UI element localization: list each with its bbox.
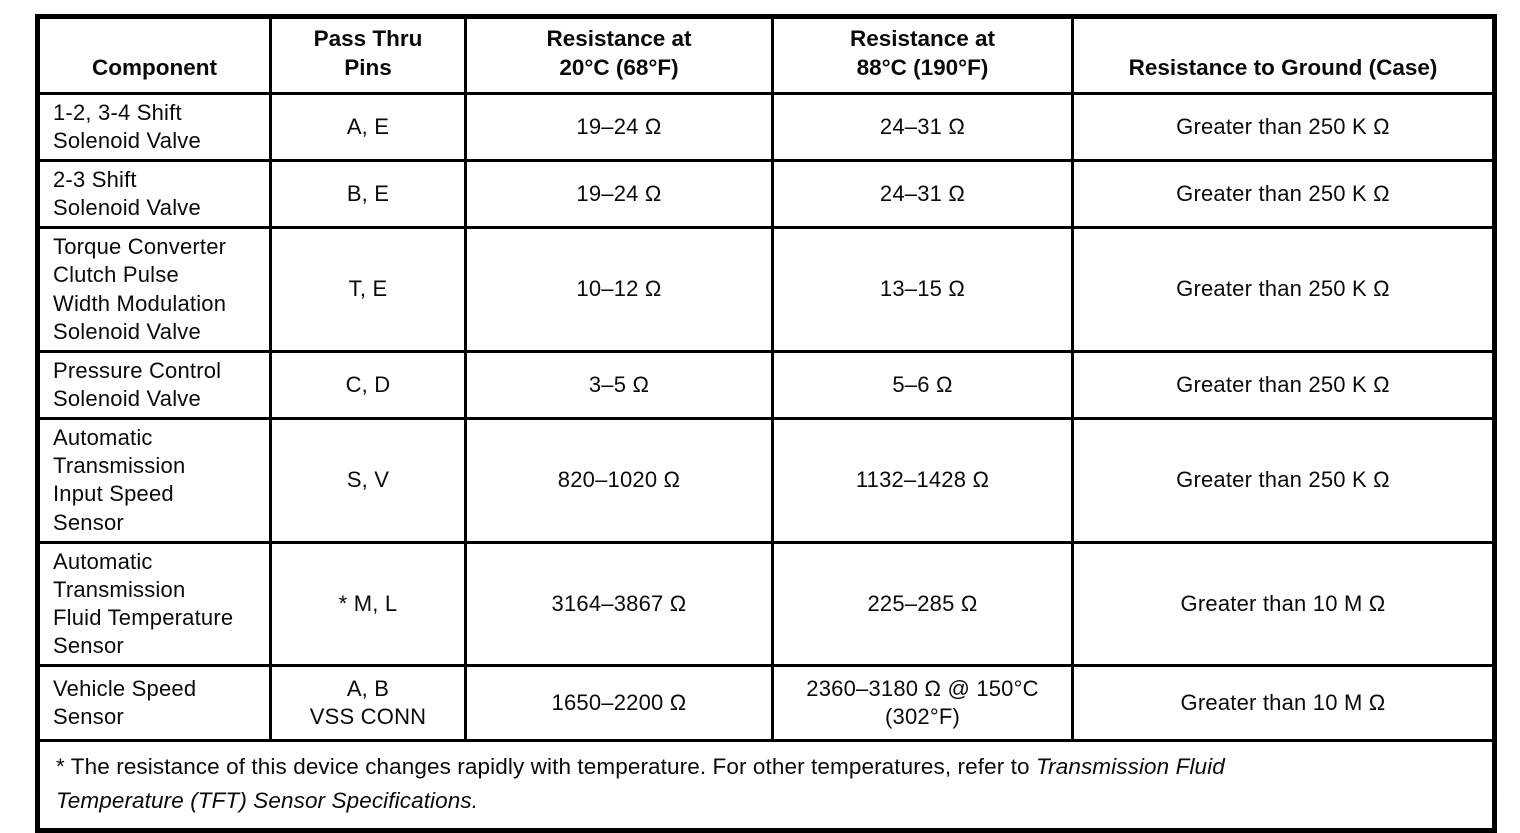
- component-cell: Pressure Control Solenoid Valve: [36, 349, 272, 421]
- resistance-20c-cell: 3164–3867 Ω: [464, 540, 774, 668]
- resistance-88c-cell: 2360–3180 Ω @ 150°C (302°F): [771, 664, 1074, 743]
- pins-cell: * M, L: [269, 540, 467, 668]
- pins-cell: T, E: [269, 226, 467, 353]
- resistance-88c-cell: 13–15 Ω: [771, 226, 1074, 353]
- resistance-ground-cell: Greater than 250 K Ω: [1071, 349, 1496, 421]
- pins-cell: B, E: [269, 158, 467, 230]
- resistance-88c-cell: 5–6 Ω: [771, 349, 1074, 421]
- footnote-row: * The resistance of this device changes …: [36, 739, 1496, 832]
- table-row: Pressure Control Solenoid Valve C, D 3–5…: [36, 349, 1496, 421]
- resistance-88c-cell: 1132–1428 Ω: [771, 417, 1074, 544]
- resistance-20c-cell: 10–12 Ω: [464, 226, 774, 353]
- resistance-ground-cell: Greater than 250 K Ω: [1071, 158, 1496, 230]
- component-cell: 1-2, 3-4 Shift Solenoid Valve: [36, 91, 272, 162]
- col-header-resistance-ground: Resistance to Ground (Case): [1071, 15, 1496, 95]
- table-row: Torque Converter Clutch Pulse Width Modu…: [36, 226, 1496, 353]
- table-row: Automatic Transmission Input Speed Senso…: [36, 417, 1496, 544]
- resistance-20c-cell: 3–5 Ω: [464, 349, 774, 421]
- resistance-20c-cell: 1650–2200 Ω: [464, 664, 774, 743]
- resistance-88c-cell: 24–31 Ω: [771, 91, 1074, 162]
- table-row: 1-2, 3-4 Shift Solenoid Valve A, E 19–24…: [36, 91, 1496, 162]
- scanned-page: Component Pass Thru Pins Resistance at 2…: [35, 14, 1497, 833]
- col-header-resistance-88c: Resistance at 88°C (190°F): [771, 15, 1074, 95]
- component-cell: 2-3 Shift Solenoid Valve: [36, 158, 272, 230]
- resistance-88c-cell: 24–31 Ω: [771, 158, 1074, 230]
- pins-cell: C, D: [269, 349, 467, 421]
- component-cell: Automatic Transmission Input Speed Senso…: [36, 417, 272, 544]
- pins-cell: A, E: [269, 91, 467, 162]
- resistance-20c-cell: 19–24 Ω: [464, 158, 774, 230]
- pins-cell: S, V: [269, 417, 467, 544]
- header-row: Component Pass Thru Pins Resistance at 2…: [36, 15, 1496, 95]
- resistance-20c-cell: 820–1020 Ω: [464, 417, 774, 544]
- table-row: 2-3 Shift Solenoid Valve B, E 19–24 Ω 24…: [36, 158, 1496, 230]
- table-row: Vehicle Speed Sensor A, B VSS CONN 1650–…: [36, 664, 1496, 743]
- component-cell: Automatic Transmission Fluid Temperature…: [36, 540, 272, 668]
- footnote-cell: * The resistance of this device changes …: [36, 739, 1496, 832]
- resistance-spec-table: Component Pass Thru Pins Resistance at 2…: [35, 14, 1497, 833]
- resistance-ground-cell: Greater than 250 K Ω: [1071, 417, 1496, 544]
- resistance-ground-cell: Greater than 250 K Ω: [1071, 91, 1496, 162]
- col-header-resistance-20c: Resistance at 20°C (68°F): [464, 15, 774, 95]
- component-cell: Torque Converter Clutch Pulse Width Modu…: [36, 226, 272, 353]
- resistance-ground-cell: Greater than 250 K Ω: [1071, 226, 1496, 353]
- pins-cell: A, B VSS CONN: [269, 664, 467, 743]
- footnote-text: * The resistance of this device changes …: [56, 754, 1036, 780]
- resistance-88c-cell: 225–285 Ω: [771, 540, 1074, 668]
- col-header-component: Component: [36, 15, 272, 95]
- col-header-pass-thru-pins: Pass Thru Pins: [269, 15, 467, 95]
- resistance-20c-cell: 19–24 Ω: [464, 91, 774, 162]
- resistance-ground-cell: Greater than 10 M Ω: [1071, 540, 1496, 668]
- resistance-ground-cell: Greater than 10 M Ω: [1071, 664, 1496, 743]
- table-row: Automatic Transmission Fluid Temperature…: [36, 540, 1496, 668]
- component-cell: Vehicle Speed Sensor: [36, 664, 272, 743]
